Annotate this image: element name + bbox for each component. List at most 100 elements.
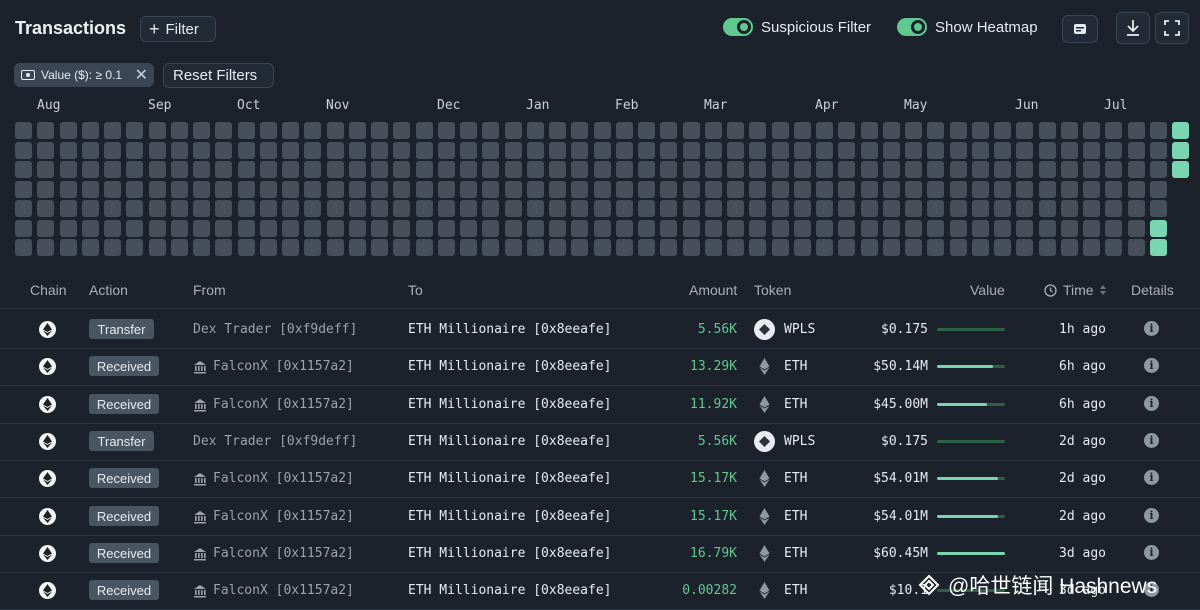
to-address[interactable]: ETH Millionaire [0x8eeafe] bbox=[408, 471, 612, 486]
heatmap-cell[interactable] bbox=[260, 181, 277, 198]
heatmap-cell[interactable] bbox=[1150, 200, 1167, 217]
heatmap-cell[interactable] bbox=[349, 161, 366, 178]
heatmap-cell[interactable] bbox=[549, 239, 566, 256]
heatmap-cell[interactable] bbox=[838, 122, 855, 139]
info-icon[interactable]: i bbox=[1144, 508, 1159, 523]
heatmap-cell[interactable] bbox=[749, 142, 766, 159]
heatmap-cell[interactable] bbox=[60, 142, 77, 159]
heatmap-cell[interactable] bbox=[994, 200, 1011, 217]
heatmap-cell[interactable] bbox=[927, 122, 944, 139]
heatmap-cell[interactable] bbox=[1061, 220, 1078, 237]
close-icon[interactable]: ✕ bbox=[134, 67, 148, 84]
heatmap-cell[interactable] bbox=[416, 181, 433, 198]
heatmap-cell[interactable] bbox=[215, 161, 232, 178]
heatmap-cell[interactable] bbox=[171, 200, 188, 217]
heatmap-cell[interactable] bbox=[838, 200, 855, 217]
heatmap-cell[interactable] bbox=[416, 142, 433, 159]
heatmap-cell[interactable] bbox=[60, 181, 77, 198]
heatmap-cell[interactable] bbox=[438, 200, 455, 217]
heatmap-cell[interactable] bbox=[260, 239, 277, 256]
heatmap-cell[interactable] bbox=[927, 161, 944, 178]
heatmap-cell[interactable] bbox=[594, 161, 611, 178]
heatmap-cell[interactable] bbox=[816, 122, 833, 139]
heatmap-cell[interactable] bbox=[705, 161, 722, 178]
heatmap-cell[interactable] bbox=[1105, 122, 1122, 139]
suspicious-filter-toggle[interactable] bbox=[723, 18, 753, 36]
heatmap-cell[interactable] bbox=[638, 200, 655, 217]
heatmap-cell[interactable] bbox=[126, 161, 143, 178]
heatmap-cell[interactable] bbox=[505, 200, 522, 217]
table-row[interactable]: Received FalconX [0x1157a2] ETH Millionair… bbox=[0, 348, 1200, 386]
heatmap-cell[interactable] bbox=[749, 200, 766, 217]
heatmap-cell[interactable] bbox=[549, 142, 566, 159]
heatmap-cell[interactable] bbox=[616, 142, 633, 159]
heatmap-cell[interactable] bbox=[482, 142, 499, 159]
heatmap-cell[interactable] bbox=[950, 181, 967, 198]
heatmap-cell[interactable] bbox=[527, 122, 544, 139]
heatmap-cell[interactable] bbox=[638, 142, 655, 159]
to-address[interactable]: ETH Millionaire [0x8eeafe] bbox=[408, 583, 612, 598]
heatmap-cell[interactable] bbox=[794, 161, 811, 178]
from-address[interactable]: FalconX [0x1157a2] bbox=[193, 546, 354, 561]
heatmap-cell[interactable] bbox=[104, 239, 121, 256]
info-icon[interactable]: i bbox=[1144, 433, 1159, 448]
heatmap-cell[interactable] bbox=[304, 200, 321, 217]
heatmap-cell[interactable] bbox=[482, 181, 499, 198]
heatmap-cell[interactable] bbox=[994, 161, 1011, 178]
heatmap-cell[interactable] bbox=[37, 220, 54, 237]
heatmap-cell[interactable] bbox=[505, 122, 522, 139]
sort-icon[interactable] bbox=[1099, 284, 1107, 296]
heatmap-cell[interactable] bbox=[972, 181, 989, 198]
heatmap-cell[interactable] bbox=[505, 181, 522, 198]
info-icon[interactable]: i bbox=[1144, 321, 1159, 336]
heatmap-cell[interactable] bbox=[705, 220, 722, 237]
heatmap-cell[interactable] bbox=[705, 239, 722, 256]
heatmap-cell[interactable] bbox=[883, 239, 900, 256]
heatmap-cell[interactable] bbox=[1150, 122, 1167, 139]
heatmap-cell[interactable] bbox=[349, 239, 366, 256]
heatmap-cell[interactable] bbox=[1016, 200, 1033, 217]
heatmap-cell[interactable] bbox=[950, 220, 967, 237]
heatmap-cell[interactable] bbox=[60, 161, 77, 178]
heatmap-cell[interactable] bbox=[749, 181, 766, 198]
heatmap-cell[interactable] bbox=[505, 161, 522, 178]
heatmap-cell[interactable] bbox=[282, 220, 299, 237]
heatmap-cell[interactable] bbox=[505, 239, 522, 256]
heatmap-cell[interactable] bbox=[705, 142, 722, 159]
heatmap-cell[interactable] bbox=[349, 220, 366, 237]
heatmap-cell[interactable] bbox=[1105, 142, 1122, 159]
heatmap-cell[interactable] bbox=[1083, 239, 1100, 256]
heatmap-cell[interactable] bbox=[549, 220, 566, 237]
heatmap-cell[interactable] bbox=[82, 200, 99, 217]
heatmap-cell[interactable] bbox=[260, 142, 277, 159]
heatmap-cell[interactable] bbox=[260, 220, 277, 237]
heatmap-cell[interactable] bbox=[1061, 122, 1078, 139]
heatmap-cell[interactable] bbox=[927, 239, 944, 256]
heatmap-cell[interactable] bbox=[705, 181, 722, 198]
heatmap-cell[interactable] bbox=[660, 181, 677, 198]
heatmap-cell[interactable] bbox=[15, 239, 32, 256]
heatmap-cell[interactable] bbox=[460, 181, 477, 198]
heatmap-cell[interactable] bbox=[527, 181, 544, 198]
heatmap-cell[interactable] bbox=[838, 181, 855, 198]
heatmap-cell[interactable] bbox=[727, 161, 744, 178]
heatmap-cell[interactable] bbox=[683, 122, 700, 139]
heatmap-cell[interactable] bbox=[1150, 142, 1167, 159]
heatmap-cell[interactable] bbox=[304, 161, 321, 178]
heatmap-cell[interactable] bbox=[238, 181, 255, 198]
heatmap-cell[interactable] bbox=[838, 142, 855, 159]
heatmap-cell[interactable] bbox=[838, 161, 855, 178]
heatmap-cell[interactable] bbox=[126, 122, 143, 139]
heatmap-cell[interactable] bbox=[883, 122, 900, 139]
info-icon[interactable]: i bbox=[1144, 582, 1159, 597]
from-address[interactable]: Dex Trader [0xf9deff] bbox=[193, 434, 357, 449]
heatmap-cell[interactable] bbox=[527, 200, 544, 217]
heatmap-cell[interactable] bbox=[104, 220, 121, 237]
heatmap-cell[interactable] bbox=[950, 122, 967, 139]
add-filter-button[interactable]: + Filter bbox=[140, 16, 216, 42]
heatmap-cell[interactable] bbox=[1083, 122, 1100, 139]
heatmap-cell[interactable] bbox=[927, 181, 944, 198]
heatmap-cell[interactable] bbox=[1061, 200, 1078, 217]
heatmap-cell[interactable] bbox=[282, 122, 299, 139]
heatmap-cell[interactable] bbox=[994, 142, 1011, 159]
